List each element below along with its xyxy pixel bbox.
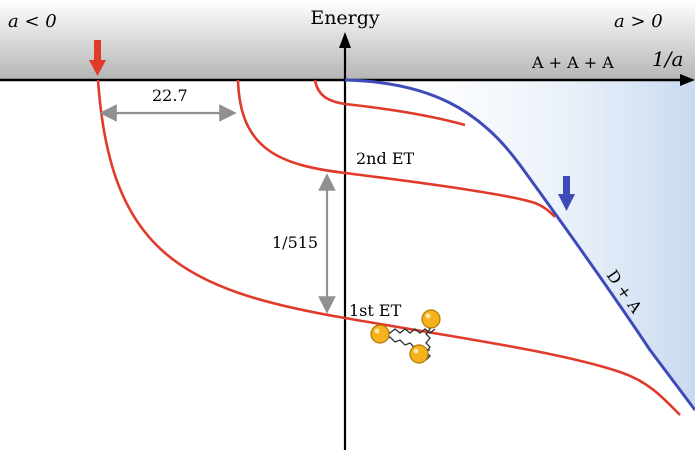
energy-axis-label: Energy: [310, 7, 380, 29]
dimer-curve: [344, 78, 695, 411]
a-positive-label: a > 0: [614, 11, 663, 32]
spacing-horizontal-label: 22.7: [152, 86, 188, 105]
three-atom-spring-icon: [370, 309, 441, 364]
trimer-state-1: [96, 79, 681, 416]
a-negative-label: a < 0: [8, 11, 57, 32]
threshold-label: A + A + A: [531, 53, 614, 72]
atom: [421, 309, 441, 329]
trimer-state-3: [313, 79, 466, 127]
spacing-vertical-label: 1/515: [272, 233, 318, 252]
atom: [409, 344, 429, 364]
energy-axis-arrowhead: [339, 32, 351, 48]
inverse-a-axis-arrowhead: [680, 74, 695, 86]
dimer-region-shade: [345, 80, 695, 410]
atom: [370, 324, 390, 344]
trimer-state-2: [236, 79, 556, 218]
red-down-arrow-icon: [89, 40, 106, 76]
inverse-a-label: 1/a: [652, 47, 683, 71]
first-state-label: 1st ET: [349, 301, 402, 320]
second-state-label: 2nd ET: [356, 149, 414, 168]
blue-down-arrow-icon: [558, 176, 575, 211]
